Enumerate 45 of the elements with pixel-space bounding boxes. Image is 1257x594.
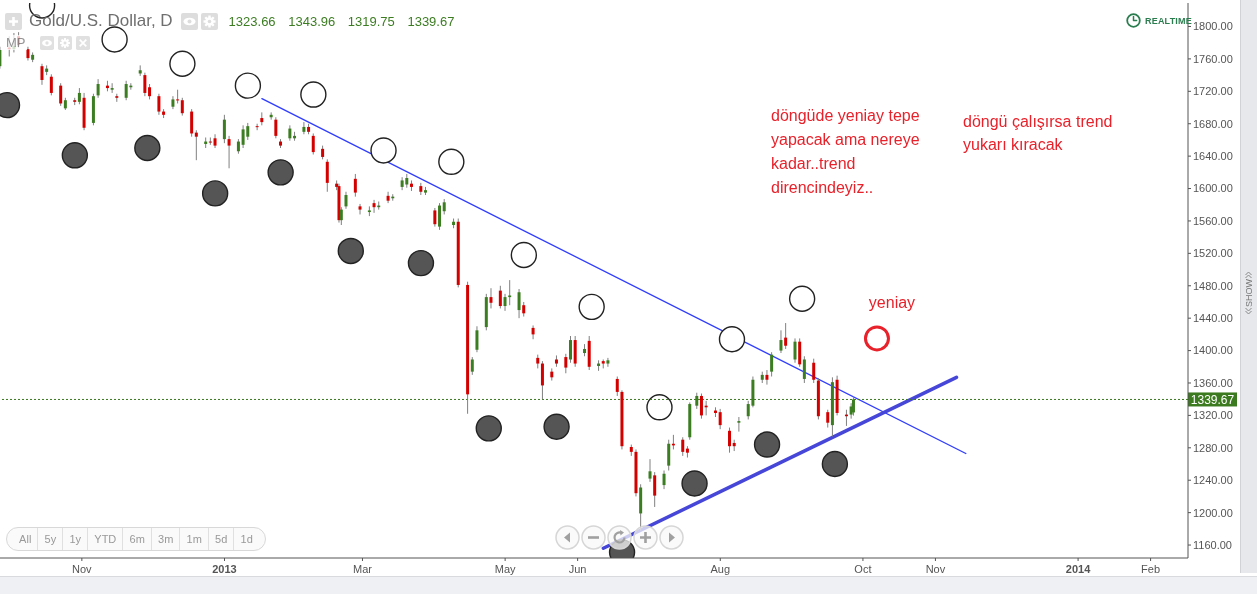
x-tick-label: Mar xyxy=(353,563,373,575)
x-tick-label: Nov xyxy=(72,563,93,575)
x-tick-label: Aug xyxy=(710,563,731,575)
y-tick-label: 1160.00 xyxy=(1193,538,1232,551)
y-tick-label: 1280.00 xyxy=(1193,441,1233,454)
x-tick-label: Jun xyxy=(568,563,587,575)
annotation: 1y xyxy=(69,533,82,545)
y-tick-label: 1720.00 xyxy=(1193,85,1233,98)
annotation: 5y xyxy=(44,533,57,545)
y-tick-label: 1480.00 xyxy=(1193,279,1233,292)
y-tick-label: 1520.00 xyxy=(1193,247,1233,260)
y-tick-label: 1320.00 xyxy=(1193,409,1233,422)
annotation: 3m xyxy=(158,533,174,545)
y-tick-label: 1800.00 xyxy=(1193,20,1233,33)
y-tick-label: 1600.00 xyxy=(1193,182,1233,195)
annotation: REALTIME xyxy=(1145,15,1192,26)
annotation: MP xyxy=(5,35,27,50)
annotation: döngüde yeniay tepe yapacak ama nereye kadar..trend direncindeyiz.. xyxy=(771,107,920,196)
annotation: 1m xyxy=(186,533,202,545)
annotation: 5d xyxy=(215,533,228,545)
x-tick-label: 2014 xyxy=(1065,563,1092,575)
y-tick-label: 1640.00 xyxy=(1193,150,1233,163)
annotation: döngü çalışırsa trend yukarı kıracak xyxy=(963,113,1113,153)
annotation: 1d xyxy=(240,533,253,545)
y-tick-label: 1560.00 xyxy=(1193,214,1233,227)
x-tick-label: May xyxy=(494,563,517,575)
y-tick-label: 1360.00 xyxy=(1193,376,1233,389)
text: Gold/U.S. Dollar, D xyxy=(29,11,173,31)
text: 1323.66 1343.96 1319.75 1339.67 xyxy=(228,13,455,29)
y-tick-label: 1760.00 xyxy=(1193,52,1233,65)
text: SHOW xyxy=(1243,278,1254,307)
x-tick-label: 2013 xyxy=(212,563,237,575)
annotation: All xyxy=(19,533,32,545)
y-tick-label: 1240.00 xyxy=(1193,474,1233,487)
x-tick-label: Nov xyxy=(925,563,946,575)
y-tick-label: 1680.00 xyxy=(1193,117,1233,130)
annotation: yeniay xyxy=(868,294,916,312)
y-tick-label: 1440.00 xyxy=(1193,312,1233,325)
y-tick-label: 1200.00 xyxy=(1193,506,1233,519)
x-tick-label: Oct xyxy=(854,563,872,575)
ref-line-label: 1339.67 xyxy=(1190,392,1235,407)
y-tick-label: 1400.00 xyxy=(1193,344,1233,357)
annotation: YTD xyxy=(94,533,117,545)
annotation: 6m xyxy=(129,533,145,545)
x-tick-label: Feb xyxy=(1141,563,1161,575)
